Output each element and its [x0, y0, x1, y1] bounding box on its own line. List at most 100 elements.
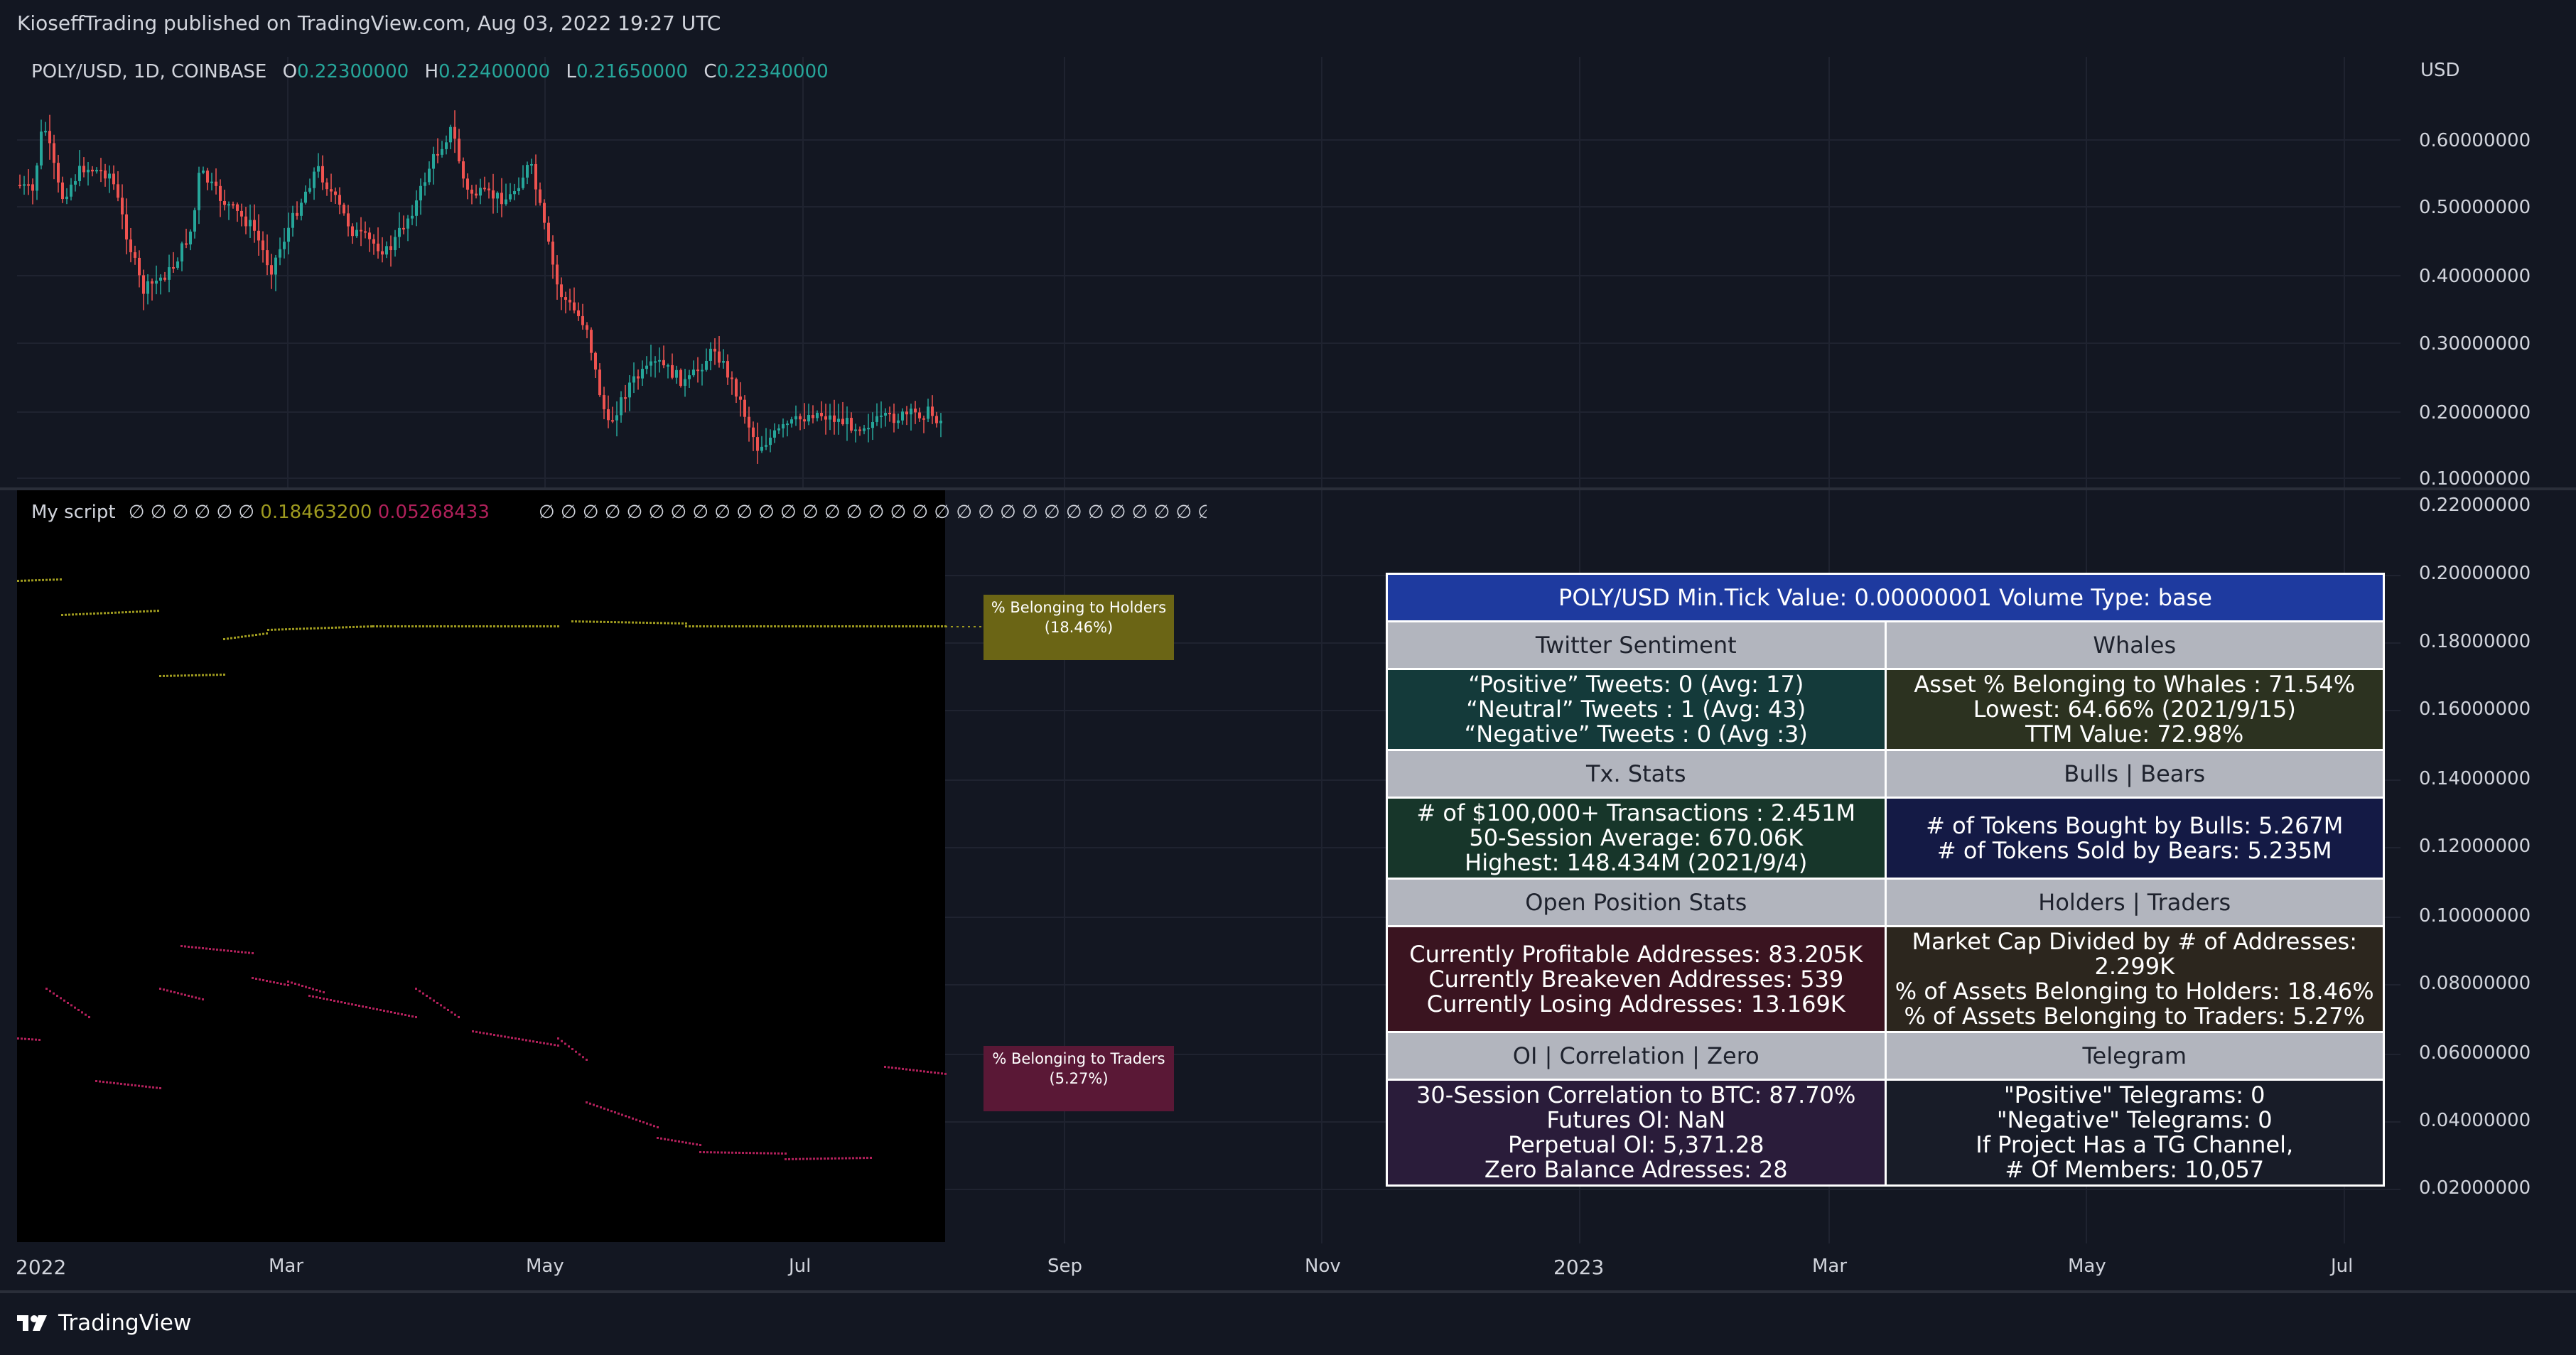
series-point: [287, 981, 289, 983]
series-point: [571, 620, 573, 622]
candle-body: [108, 173, 111, 179]
candle-body: [91, 169, 94, 172]
series-point: [678, 1140, 680, 1143]
series-point: [202, 998, 204, 1000]
series-point: [639, 1120, 641, 1123]
candle-body: [931, 406, 934, 416]
telegram-negative: "Negative" Telegrams: 0: [1996, 1106, 2273, 1133]
holders-label: % Belonging to Holders (18.46%): [983, 595, 1174, 660]
series-point: [664, 1138, 666, 1140]
series-point: [657, 622, 659, 625]
time-tick: Sep: [1047, 1256, 1083, 1277]
candle-body: [23, 184, 26, 186]
series-point: [227, 949, 229, 952]
price-tick: 0.40000000: [2419, 266, 2531, 287]
series-point: [28, 1038, 30, 1040]
indicator-empty-values: ∅ ∅ ∅ ∅ ∅ ∅: [128, 502, 255, 523]
series-point: [653, 1125, 655, 1128]
candle-body: [244, 216, 247, 227]
series-point: [546, 1042, 549, 1045]
price-chart[interactable]: [17, 57, 2400, 487]
series-point: [70, 1004, 72, 1007]
series-point: [370, 625, 372, 628]
tradingview-logo-icon: [17, 1315, 47, 1331]
candle-body: [884, 413, 887, 416]
symbol-legend[interactable]: POLY/USD, 1D, COINBASE O0.22300000 H0.22…: [31, 61, 829, 82]
candle-body: [368, 232, 371, 239]
time-tick: Mar: [1812, 1256, 1848, 1277]
series-point: [834, 1157, 836, 1160]
oi-futures: Futures OI: NaN: [1546, 1106, 1726, 1133]
candle-body: [624, 397, 627, 399]
series-point: [568, 1045, 570, 1048]
close-label: C: [704, 61, 717, 82]
series-point: [363, 625, 365, 628]
indicator-legend[interactable]: My script ∅ ∅ ∅ ∅ ∅ ∅ 0.18463200 0.05268…: [31, 502, 490, 523]
series-point: [90, 612, 92, 615]
pane-separator[interactable]: [0, 487, 2576, 490]
series-point: [795, 1157, 797, 1160]
series-point: [806, 625, 808, 627]
series-point: [401, 625, 403, 627]
candle-body: [202, 171, 205, 173]
series-point: [539, 1041, 541, 1044]
candle-body: [223, 200, 226, 205]
candle-body: [743, 399, 746, 417]
series-point: [337, 1000, 339, 1003]
series-point: [514, 1037, 517, 1040]
candle-body: [325, 182, 328, 190]
candle-body: [262, 240, 264, 251]
series-point: [379, 1009, 382, 1011]
series-point: [802, 1157, 804, 1160]
series-point: [600, 1106, 602, 1108]
series-point: [511, 1037, 513, 1040]
series-point: [902, 625, 904, 627]
series-point: [451, 1011, 453, 1014]
candle-body: [142, 275, 145, 294]
indicator-value-traders: 0.05268433: [377, 502, 490, 523]
series-point: [692, 625, 694, 627]
series-point: [45, 578, 48, 581]
candle-body: [837, 419, 840, 422]
series-point: [60, 578, 62, 581]
candle-body: [910, 409, 912, 415]
candle-body: [406, 218, 409, 229]
candle-body: [189, 231, 192, 244]
series-point: [571, 1048, 573, 1050]
series-point: [763, 1152, 765, 1155]
twitter-neutral: “Neutral” Tweets : 1 (Avg: 43): [1466, 696, 1806, 723]
currency-label[interactable]: USD: [2420, 60, 2460, 81]
telegram-members: # Of Members: 10,057: [2005, 1156, 2265, 1183]
tradingview-brand: TradingView: [58, 1310, 192, 1336]
series-point: [411, 625, 414, 627]
candle-body: [185, 243, 188, 245]
series-point: [344, 1002, 346, 1004]
series-point: [657, 1126, 659, 1128]
candle-body: [726, 361, 729, 378]
series-point: [756, 1152, 758, 1155]
ind-tick: 0.14000000: [2419, 768, 2531, 789]
candle-body: [530, 164, 533, 166]
series-point: [81, 1011, 83, 1014]
candle-body: [756, 437, 759, 451]
series-point: [451, 625, 453, 627]
series-point: [308, 995, 311, 997]
series-point: [745, 1152, 748, 1155]
tradingview-logo[interactable]: TradingView: [17, 1310, 191, 1336]
series-point: [440, 1004, 442, 1007]
table-title: POLY/USD Min.Tick Value: 0.00000001 Volu…: [1386, 573, 2385, 622]
oi-header: OI | Correlation | Zero: [1386, 1031, 1887, 1081]
series-point: [351, 1003, 353, 1005]
series-point: [845, 1157, 847, 1160]
series-point: [710, 1151, 712, 1154]
symbol-name[interactable]: POLY/USD, 1D, COINBASE: [31, 61, 267, 82]
indicator-name[interactable]: My script: [31, 502, 116, 523]
series-point: [511, 625, 513, 627]
series-point: [905, 1068, 907, 1071]
series-point: [17, 1037, 19, 1040]
series-point: [56, 578, 58, 581]
series-point: [342, 626, 344, 629]
candle-body: [172, 267, 175, 269]
series-point: [724, 1151, 726, 1154]
series-point: [912, 625, 915, 627]
